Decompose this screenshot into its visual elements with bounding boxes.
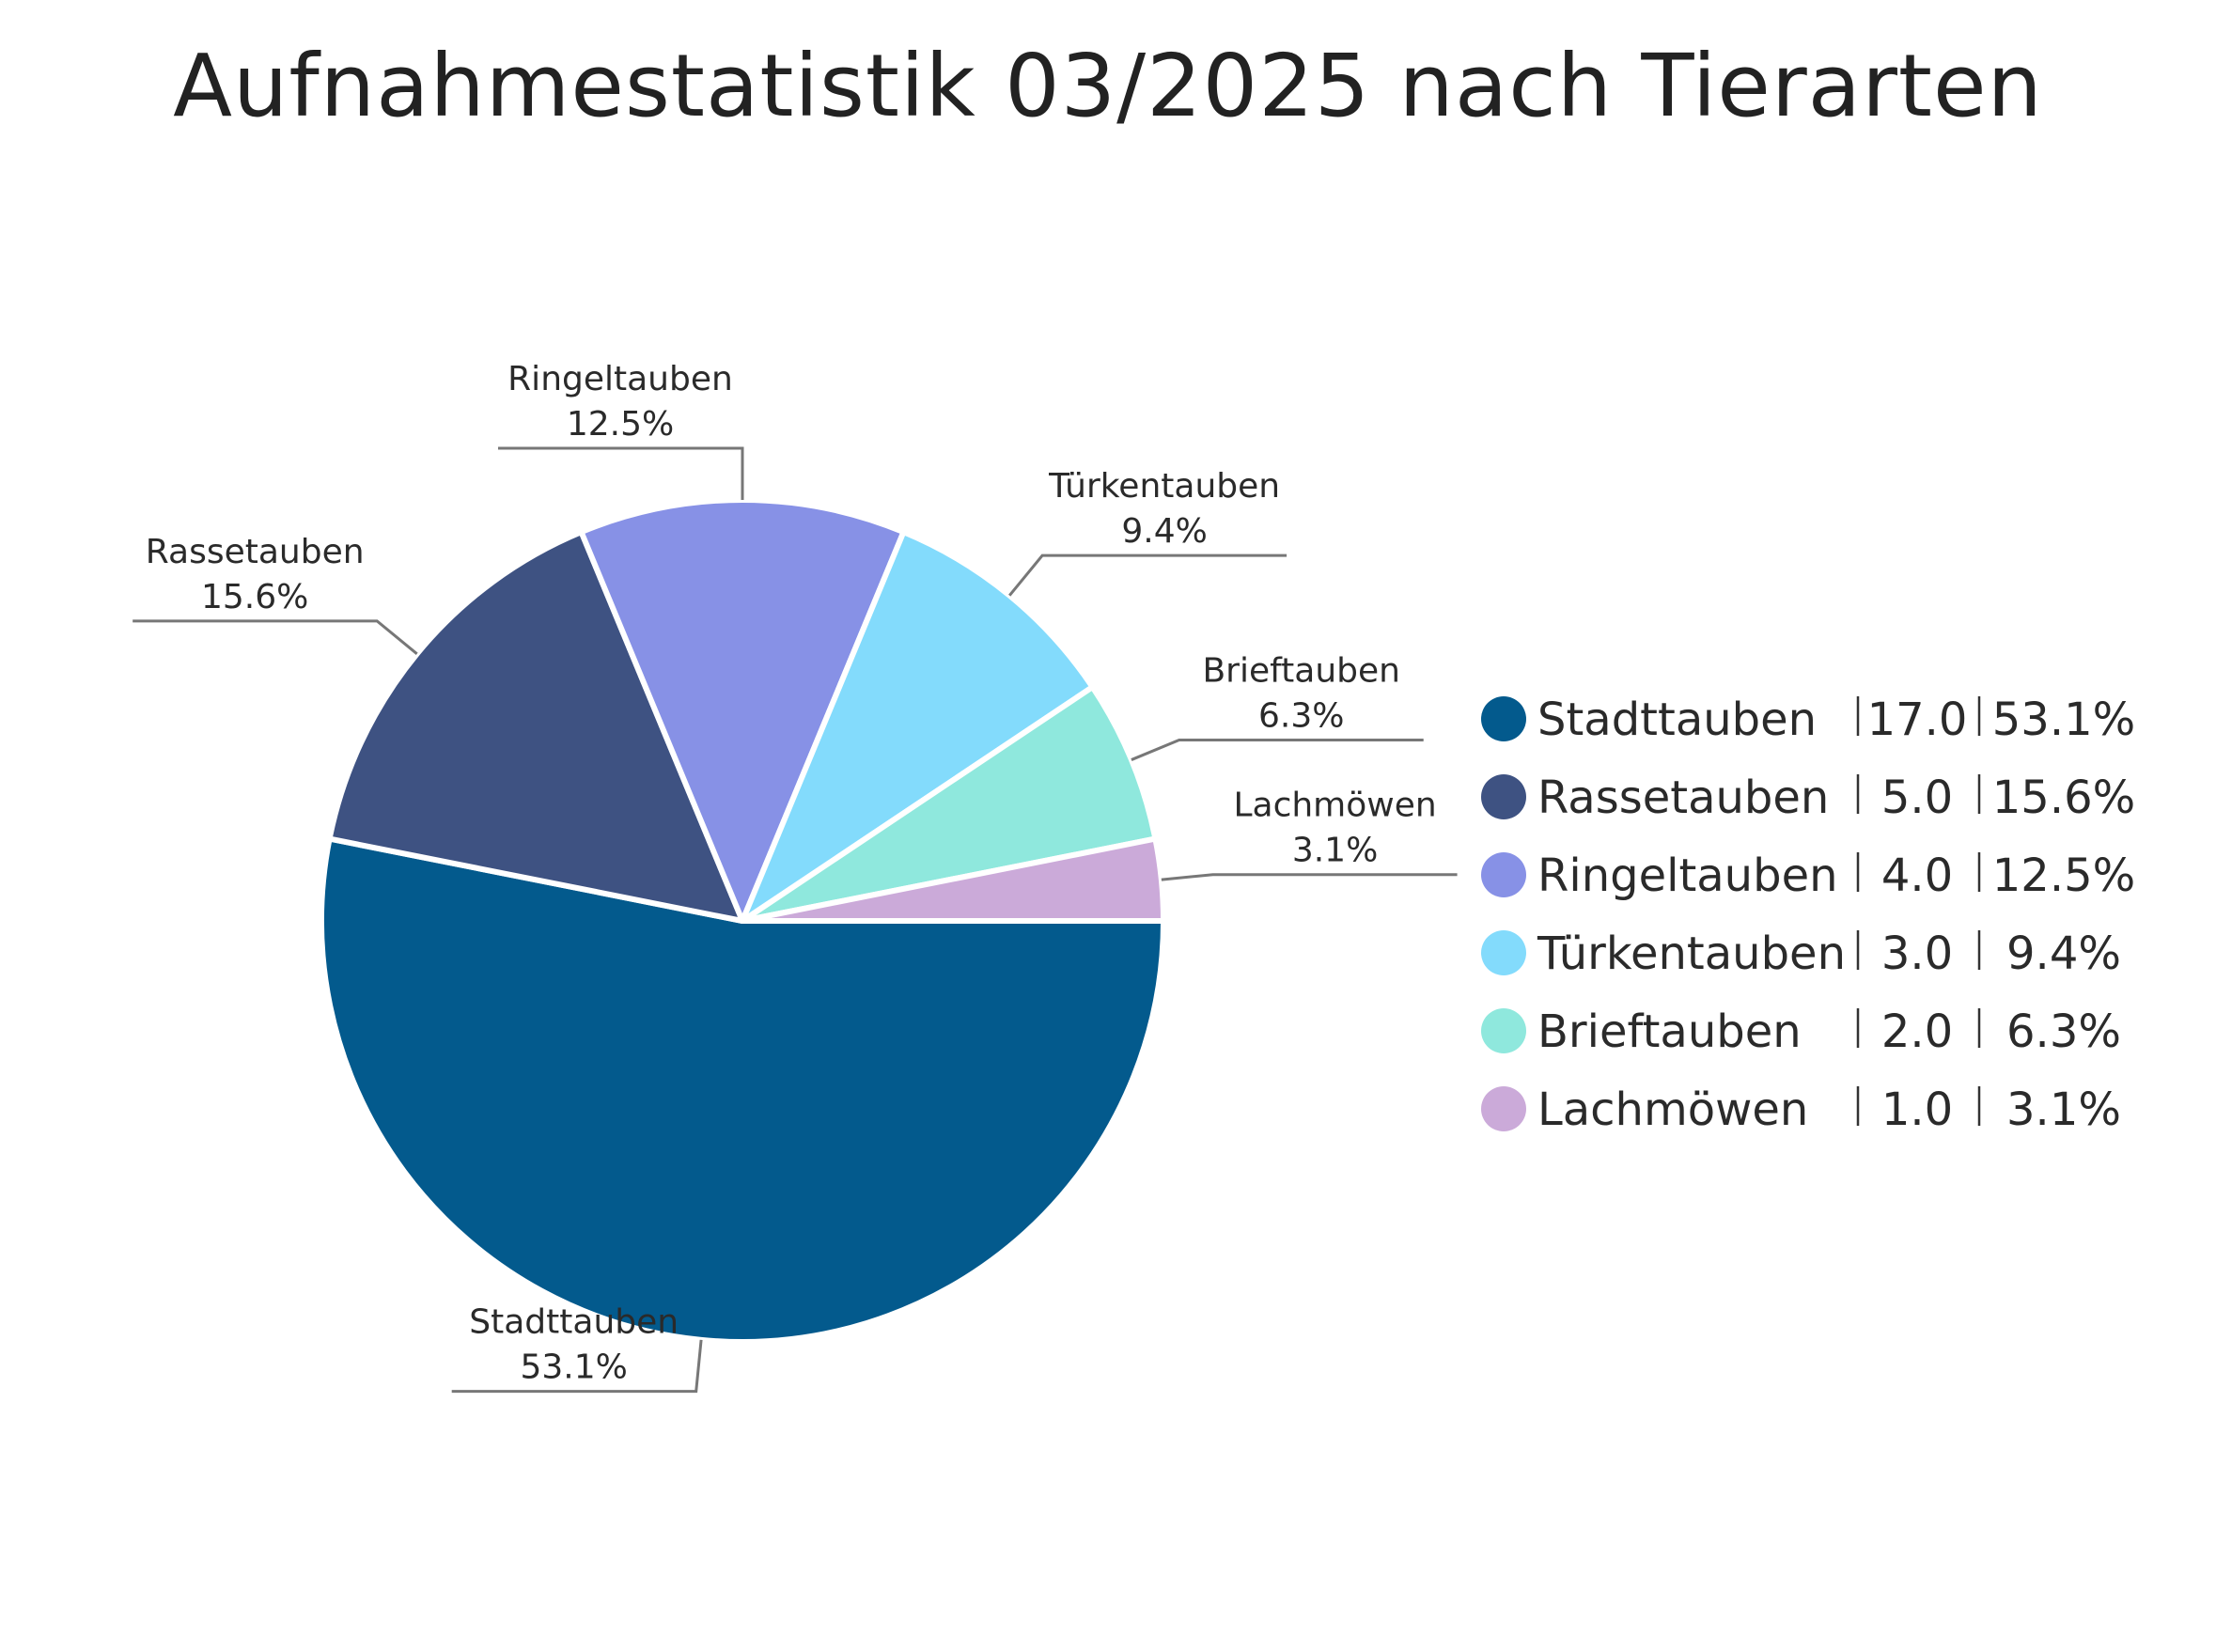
slice-tuerkentauben: [740, 529, 1096, 924]
leader-line-tuerkentauben: [1008, 553, 1287, 597]
callout-label-brieftauben: Brieftauben: [1202, 652, 1400, 691]
legend-percent-rassetauben: 15.6%: [1992, 771, 2135, 824]
legend-marker-rassetauben: [1481, 774, 1526, 819]
legend-marker-stadttauben: [1481, 696, 1526, 741]
callout-percent-lachmoewen: 3.1%: [1292, 832, 1378, 870]
legend-label-rassetauben: Rassetauben: [1537, 771, 1829, 824]
slice-callouts: Stadttauben 53.1% Rassetauben 15.6% Ringelta…: [133, 360, 1458, 1394]
legend-percent-brieftauben: 6.3%: [2006, 1005, 2121, 1058]
legend-label-stadttauben: Stadttauben: [1537, 694, 1817, 746]
legend-percent-ringeltauben: 12.5%: [1992, 849, 2135, 902]
legend-item-rassetauben: Rassetauben 5.0 15.6%: [1481, 771, 2135, 824]
legend-marker-lachmoewen: [1481, 1086, 1526, 1131]
legend-marker-ringeltauben: [1481, 852, 1526, 897]
legend-value-ringeltauben: 4.0: [1881, 849, 1953, 902]
callout-percent-tuerkentauben: 9.4%: [1121, 512, 1207, 551]
legend-item-stadttauben: Stadttauben 17.0 53.1%: [1481, 694, 2135, 746]
callout-percent-stadttauben: 53.1%: [521, 1348, 628, 1387]
legend-label-brieftauben: Brieftauben: [1537, 1005, 1802, 1058]
legend-marker-brieftauben: [1481, 1008, 1526, 1053]
chart-title: Aufnahmestatistik 03/2025 nach Tierarten: [173, 36, 2043, 136]
leader-line-lachmoewen: [1161, 873, 1458, 881]
callout-label-stadttauben: Stadttauben: [469, 1303, 679, 1342]
legend-percent-tuerkentauben: 9.4%: [2006, 927, 2121, 980]
callout-label-lachmoewen: Lachmöwen: [1233, 787, 1436, 825]
legend-value-rassetauben: 5.0: [1881, 771, 1953, 824]
callout-label-ringeltauben: Ringeltauben: [507, 360, 733, 398]
legend-item-lachmoewen: Lachmöwen 1.0 3.1%: [1481, 1083, 2121, 1136]
callout-percent-rassetauben: 15.6%: [201, 578, 308, 616]
legend-value-tuerkentauben: 3.0: [1881, 927, 1953, 980]
legend-value-brieftauben: 2.0: [1881, 1005, 1953, 1058]
slice-lachmoewen: [740, 835, 1166, 924]
legend-percent-lachmoewen: 3.1%: [2006, 1083, 2121, 1136]
callout-label-rassetauben: Rassetauben: [146, 533, 365, 571]
leader-line-ringeltauben: [498, 446, 744, 500]
legend-value-lachmoewen: 1.0: [1881, 1083, 1953, 1136]
pie-slices: [319, 497, 1166, 1345]
legend-label-ringeltauben: Ringeltauben: [1537, 849, 1838, 902]
legend: Stadttauben 17.0 53.1%Rassetauben 5.0 15.6%R…: [1481, 694, 2135, 1136]
slice-stadttauben: [319, 835, 1166, 1345]
slice-brieftauben: [740, 684, 1159, 924]
slice-rassetauben: [326, 529, 745, 924]
legend-label-tuerkentauben: Türkentauben: [1537, 927, 1846, 980]
legend-label-lachmoewen: Lachmöwen: [1537, 1083, 1808, 1136]
legend-item-tuerkentauben: Türkentauben 3.0 9.4%: [1481, 927, 2121, 980]
leader-line-stadttauben: [451, 1339, 703, 1394]
callout-percent-brieftauben: 6.3%: [1258, 697, 1344, 736]
legend-item-brieftauben: Brieftauben 2.0 6.3%: [1481, 1005, 2121, 1058]
leader-line-brieftauben: [1131, 739, 1424, 761]
legend-value-stadttauben: 17.0: [1867, 694, 1968, 746]
callout-percent-ringeltauben: 12.5%: [567, 405, 674, 444]
legend-item-ringeltauben: Ringeltauben 4.0 12.5%: [1481, 849, 2135, 902]
slice-ringeltauben: [578, 497, 907, 924]
legend-marker-tuerkentauben: [1481, 930, 1526, 975]
leader-line-rassetauben: [133, 619, 418, 655]
legend-percent-stadttauben: 53.1%: [1992, 694, 2135, 746]
callout-label-tuerkentauben: Türkentauben: [1048, 467, 1280, 506]
